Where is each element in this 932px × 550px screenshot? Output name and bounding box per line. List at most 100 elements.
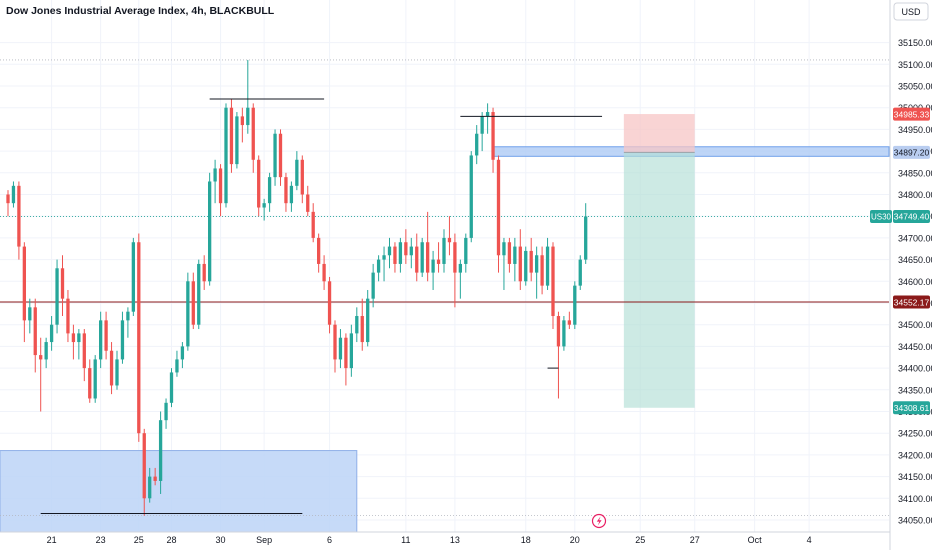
candle-body	[224, 107, 228, 204]
candle-body	[158, 420, 163, 481]
stop-price-label: 34985.33	[894, 109, 930, 119]
flash-icon[interactable]	[591, 513, 607, 529]
candle-body	[355, 316, 359, 334]
candle-body	[6, 194, 10, 204]
candle-body	[415, 246, 419, 273]
time-tick-label: Sep	[256, 535, 272, 545]
candle-body	[262, 203, 266, 208]
candle-body	[77, 333, 81, 343]
time-tick-label: 20	[570, 535, 580, 545]
candle-body	[545, 246, 550, 286]
price-tick-label: 34050.00	[898, 516, 932, 526]
candle-body	[464, 237, 468, 264]
candle-body	[60, 268, 65, 299]
candle-body	[387, 246, 392, 256]
time-tick-label: 6	[327, 535, 332, 545]
flash-icon-bolt	[596, 516, 602, 526]
candle-body	[573, 285, 577, 325]
horizontal-lines	[0, 59, 889, 517]
candle-body	[344, 337, 348, 369]
price-tick-label: 34100.00	[898, 494, 932, 504]
time-tick-label: 13	[450, 535, 460, 545]
candle-body	[235, 116, 239, 165]
candle-body	[436, 259, 441, 264]
candle-body	[49, 324, 54, 343]
price-tick-label: 34350.00	[898, 385, 932, 395]
candle-body	[431, 259, 435, 273]
time-axis[interactable]: 21 23 25 28 30 Sep 6 11 13 18 20 25 27 Oct 4	[47, 535, 812, 545]
candle-body	[507, 242, 512, 264]
price-tick-label: 34500.00	[898, 320, 932, 330]
time-tick-label: 27	[690, 535, 700, 545]
candle-body	[513, 246, 517, 264]
candle-body	[496, 159, 501, 256]
time-tick-label: 21	[47, 535, 57, 545]
candle-body	[295, 159, 299, 186]
candle-body	[120, 320, 125, 360]
candle-body	[246, 107, 250, 126]
candle-body	[115, 359, 119, 386]
candle-body	[142, 433, 146, 499]
candle-body	[398, 242, 403, 264]
current-price-label: 34749.40	[894, 212, 930, 222]
candle-body	[420, 242, 424, 273]
candle-body	[126, 311, 130, 321]
candle-body	[524, 250, 528, 282]
candle-body	[186, 281, 190, 347]
candle-body	[371, 272, 375, 299]
candle-body	[366, 298, 370, 343]
candle-body	[93, 359, 97, 399]
drawings	[40, 98, 603, 514]
candle-body	[289, 185, 294, 204]
time-tick-label: 25	[635, 535, 645, 545]
candle-body	[338, 337, 343, 360]
candle-body	[491, 112, 495, 160]
price-tick-label: 34200.00	[898, 450, 932, 460]
candle-body	[311, 211, 315, 238]
candle-body	[137, 242, 141, 434]
candle-body	[17, 185, 21, 247]
line-price-label: 34552.17	[894, 297, 930, 307]
candle-body	[317, 237, 321, 264]
candle-body	[475, 133, 479, 156]
price-tick-label: 34650.00	[898, 255, 932, 265]
candle-body	[180, 346, 185, 360]
price-tick-label: 34800.00	[898, 190, 932, 200]
candle-body	[578, 259, 582, 286]
time-tick-label: 28	[166, 535, 176, 545]
stop-price-label-bg	[893, 107, 930, 121]
candle-body	[540, 255, 544, 286]
candle-body	[33, 307, 37, 356]
candle-body	[208, 181, 212, 282]
candle-body	[213, 168, 217, 182]
symbol-tag-bg	[870, 209, 892, 223]
candle-body	[584, 216, 588, 260]
time-tick-label: 18	[521, 535, 531, 545]
candle-body	[453, 242, 457, 273]
candle-body	[251, 107, 255, 160]
candle-body	[333, 324, 337, 360]
candle-body	[278, 133, 283, 178]
candle-body	[44, 342, 48, 360]
candle-body	[442, 237, 446, 264]
candle-body	[240, 116, 244, 126]
current-price-label-bg	[893, 209, 930, 223]
currency-button[interactable]: USD	[893, 2, 929, 21]
candle-body	[447, 237, 452, 243]
take-profit-zone	[623, 152, 695, 408]
candle-body	[322, 263, 326, 282]
candle-body	[71, 333, 76, 343]
time-tick-label: 25	[134, 535, 144, 545]
candle-body	[175, 359, 179, 373]
candle-body	[273, 133, 277, 178]
candle-body	[360, 316, 364, 343]
candle-body	[169, 372, 174, 403]
candle-body	[28, 307, 32, 321]
candle-body	[485, 112, 490, 117]
currency-label: USD	[901, 7, 921, 17]
currency-button-frame	[893, 2, 929, 21]
price-tick-label: 35150.00	[898, 38, 932, 48]
